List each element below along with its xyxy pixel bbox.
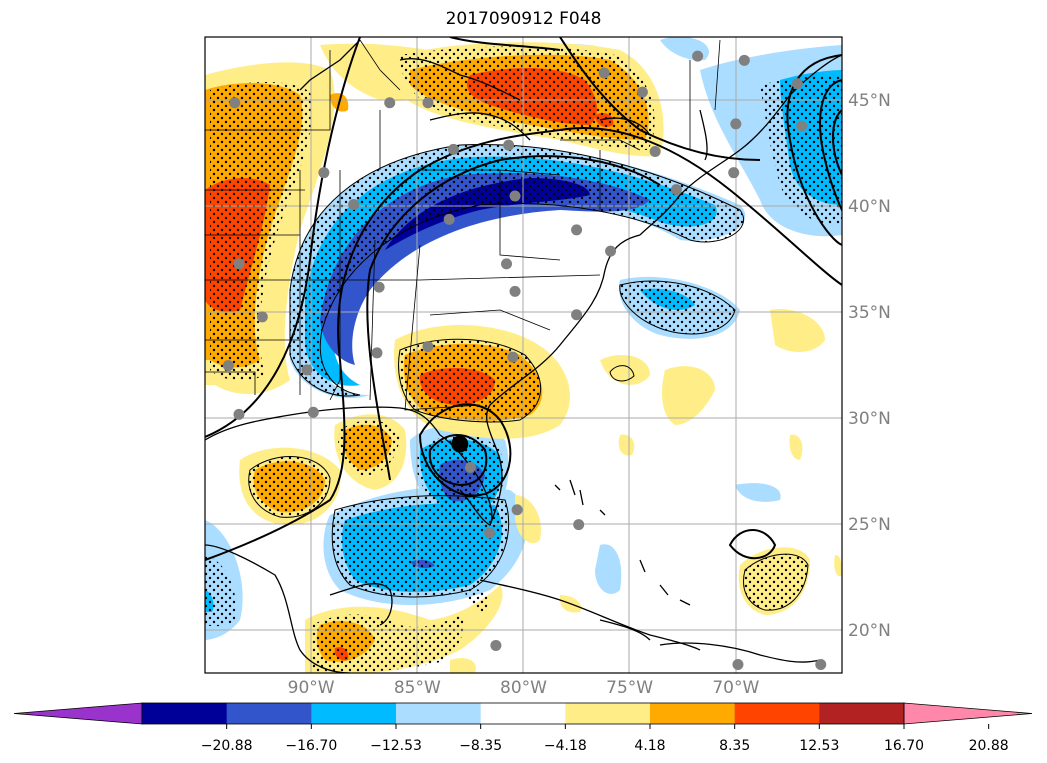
station-marker <box>422 341 434 353</box>
colorbar-swatch <box>565 703 651 724</box>
station-marker <box>670 184 682 196</box>
station-marker <box>605 245 617 257</box>
latitude-label: 40°N <box>848 196 891 217</box>
station-marker <box>509 190 521 202</box>
station-marker <box>571 309 583 321</box>
colorbar-swatch <box>396 703 482 724</box>
latitude-label: 20°N <box>848 620 891 641</box>
colorbar-tick-label: −16.70 <box>285 738 338 754</box>
station-marker <box>256 311 268 323</box>
plot-frame <box>204 36 843 674</box>
colorbar-tick-label: 8.35 <box>719 738 751 754</box>
latitude-label: 45°N <box>848 90 891 111</box>
station-marker <box>730 118 742 130</box>
longitude-label: 75°W <box>606 678 654 698</box>
map-title: 2017090912 F048 <box>445 9 602 29</box>
station-marker <box>464 461 476 473</box>
colorbar-tick-label: 16.70 <box>883 738 925 754</box>
station-marker <box>732 659 744 671</box>
colorbar <box>13 702 1033 729</box>
station-marker <box>222 360 234 372</box>
map-plot-area <box>205 37 842 673</box>
height-contours <box>205 37 842 561</box>
longitude-label: 90°W <box>287 678 335 698</box>
station-marker <box>373 281 385 293</box>
colorbar-tick-label: −4.18 <box>543 738 587 754</box>
political-boundaries <box>205 39 721 411</box>
station-marker <box>233 258 245 270</box>
station-marker <box>571 224 583 236</box>
station-marker <box>573 519 585 531</box>
station-marker <box>636 86 648 98</box>
colorbar-swatch <box>311 703 397 724</box>
station-marker <box>371 347 383 359</box>
colorbar-tick-label: −20.88 <box>200 738 253 754</box>
longitude-label: 70°W <box>712 678 760 698</box>
colorbar-extend-max <box>903 702 1033 725</box>
station-marker <box>422 97 434 109</box>
station-marker <box>447 143 459 155</box>
station-marker <box>490 639 502 651</box>
station-marker <box>348 198 360 210</box>
colorbar-tick-label: −8.35 <box>459 738 503 754</box>
station-marker <box>233 408 245 420</box>
gridlines <box>205 37 842 673</box>
station-marker <box>307 406 319 418</box>
station-marker <box>738 54 750 66</box>
station-marker <box>791 78 803 90</box>
station-marker <box>649 145 661 157</box>
station-marker <box>796 120 808 132</box>
longitude-label: 80°W <box>500 678 547 698</box>
station-marker <box>728 167 740 179</box>
station-markers <box>222 50 827 671</box>
colorbar-swatch <box>819 703 905 724</box>
colorbar-swatch <box>226 703 312 724</box>
latitude-label: 25°N <box>848 514 891 535</box>
station-marker <box>484 527 496 539</box>
colorbar-tick-label: 20.88 <box>968 738 1009 754</box>
coastlines <box>205 39 842 673</box>
storm-center-marker <box>451 435 469 453</box>
station-marker <box>301 364 313 376</box>
latitude-label: 35°N <box>848 302 891 323</box>
latitude-label: 30°N <box>848 408 891 429</box>
station-marker <box>318 167 330 179</box>
station-marker <box>815 659 827 671</box>
station-marker <box>443 213 455 225</box>
colorbar-swatch <box>142 703 228 724</box>
colorbar-swatch <box>734 703 820 724</box>
colorbar-tick-label: 4.18 <box>634 738 666 754</box>
anomaly-outlines <box>248 143 809 611</box>
station-marker <box>507 351 519 363</box>
colorbar-frame <box>141 702 905 725</box>
colorbar-extend-min <box>13 702 143 725</box>
longitude-label: 85°W <box>393 678 441 698</box>
colorbar-tick-label: 12.53 <box>799 738 840 754</box>
station-marker <box>501 258 513 270</box>
station-marker <box>384 97 396 109</box>
station-marker <box>509 285 521 297</box>
station-marker <box>511 504 523 516</box>
station-marker <box>503 139 515 151</box>
colorbar-swatch <box>480 703 566 724</box>
station-marker <box>229 97 241 109</box>
station-marker <box>598 67 610 79</box>
stippling <box>205 46 842 673</box>
station-marker <box>692 50 704 62</box>
colorbar-tick-label: −12.53 <box>370 738 422 754</box>
colorbar-swatch <box>650 703 736 724</box>
